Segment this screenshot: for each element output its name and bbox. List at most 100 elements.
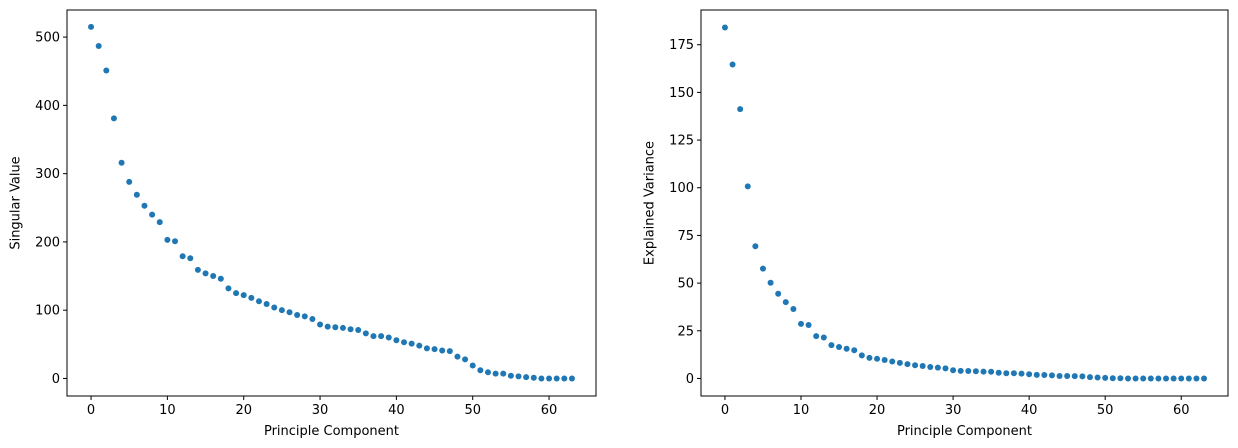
point bbox=[103, 67, 110, 74]
point bbox=[355, 326, 362, 333]
y-tick-label: 400 bbox=[35, 99, 60, 114]
y-tick-label: 175 bbox=[669, 38, 694, 53]
x-tick-label: 40 bbox=[1021, 403, 1038, 418]
point bbox=[393, 337, 400, 344]
point bbox=[88, 23, 95, 30]
point bbox=[752, 243, 759, 250]
x-tick-label: 30 bbox=[945, 403, 962, 418]
point bbox=[843, 345, 850, 352]
point bbox=[889, 358, 896, 365]
point bbox=[332, 324, 339, 331]
point bbox=[233, 290, 240, 297]
point bbox=[1010, 370, 1017, 377]
point bbox=[202, 270, 209, 277]
point bbox=[156, 219, 163, 226]
point bbox=[980, 368, 987, 375]
point bbox=[729, 61, 736, 68]
point bbox=[737, 106, 744, 113]
point bbox=[439, 347, 446, 354]
point bbox=[523, 374, 530, 381]
point bbox=[965, 368, 972, 375]
point bbox=[759, 265, 766, 272]
point bbox=[179, 253, 186, 260]
point bbox=[149, 211, 156, 218]
point bbox=[538, 375, 545, 382]
y-tick-label: 25 bbox=[677, 324, 694, 339]
point bbox=[798, 320, 805, 327]
x-tick-label: 10 bbox=[159, 403, 176, 418]
point bbox=[1132, 375, 1139, 382]
point bbox=[1033, 371, 1040, 378]
y-axis-label: Explained Variance bbox=[643, 141, 658, 265]
point bbox=[775, 290, 782, 297]
point bbox=[942, 365, 949, 372]
point bbox=[1124, 375, 1131, 382]
point bbox=[492, 370, 499, 377]
point bbox=[324, 323, 331, 330]
point bbox=[477, 367, 484, 374]
y-tick-label: 75 bbox=[677, 229, 694, 244]
y-tick-label: 125 bbox=[669, 134, 694, 149]
point bbox=[500, 370, 507, 377]
point bbox=[469, 362, 476, 369]
point bbox=[744, 183, 751, 190]
x-tick-label: 20 bbox=[869, 403, 886, 418]
point bbox=[858, 352, 865, 359]
point bbox=[133, 191, 140, 198]
point bbox=[1086, 374, 1093, 381]
point bbox=[248, 294, 255, 301]
point bbox=[828, 342, 835, 349]
point bbox=[317, 321, 324, 328]
point bbox=[1170, 375, 1177, 382]
point bbox=[1155, 375, 1162, 382]
point bbox=[896, 359, 903, 366]
point bbox=[767, 279, 774, 286]
point bbox=[255, 298, 262, 305]
y-tick-label: 50 bbox=[677, 277, 694, 292]
x-tick-label: 50 bbox=[1097, 403, 1114, 418]
point bbox=[210, 273, 217, 280]
point bbox=[1163, 375, 1170, 382]
point bbox=[813, 333, 820, 340]
x-axis-label: Principle Component bbox=[264, 424, 399, 439]
point bbox=[187, 255, 194, 262]
point bbox=[271, 304, 278, 311]
point bbox=[1185, 375, 1192, 382]
x-tick-label: 0 bbox=[721, 403, 729, 418]
point bbox=[1056, 372, 1063, 379]
point bbox=[278, 307, 285, 314]
x-tick-label: 30 bbox=[312, 403, 329, 418]
point bbox=[172, 238, 179, 245]
point bbox=[263, 301, 270, 308]
x-tick-label: 0 bbox=[87, 403, 95, 418]
point bbox=[309, 316, 316, 323]
y-tick-label: 200 bbox=[35, 235, 60, 250]
point bbox=[568, 375, 575, 382]
point bbox=[972, 368, 979, 375]
point bbox=[866, 354, 873, 361]
point bbox=[286, 309, 293, 316]
point bbox=[782, 299, 789, 306]
point bbox=[141, 202, 148, 209]
point bbox=[362, 330, 369, 337]
y-tick-label: 0 bbox=[52, 372, 60, 387]
point bbox=[805, 322, 812, 329]
point bbox=[164, 236, 171, 243]
point bbox=[339, 324, 346, 331]
point bbox=[874, 355, 881, 362]
y-tick-label: 100 bbox=[669, 181, 694, 196]
point bbox=[988, 368, 995, 375]
point bbox=[1071, 373, 1078, 380]
point bbox=[110, 115, 117, 122]
point bbox=[1109, 375, 1116, 382]
y-tick-label: 150 bbox=[669, 86, 694, 101]
point bbox=[1018, 370, 1025, 377]
point bbox=[836, 343, 843, 350]
point bbox=[294, 311, 301, 318]
point bbox=[790, 306, 797, 313]
point bbox=[553, 375, 560, 382]
point bbox=[1140, 375, 1147, 382]
x-axis-label: Principle Component bbox=[897, 424, 1032, 439]
point bbox=[507, 372, 514, 379]
point bbox=[851, 347, 858, 354]
